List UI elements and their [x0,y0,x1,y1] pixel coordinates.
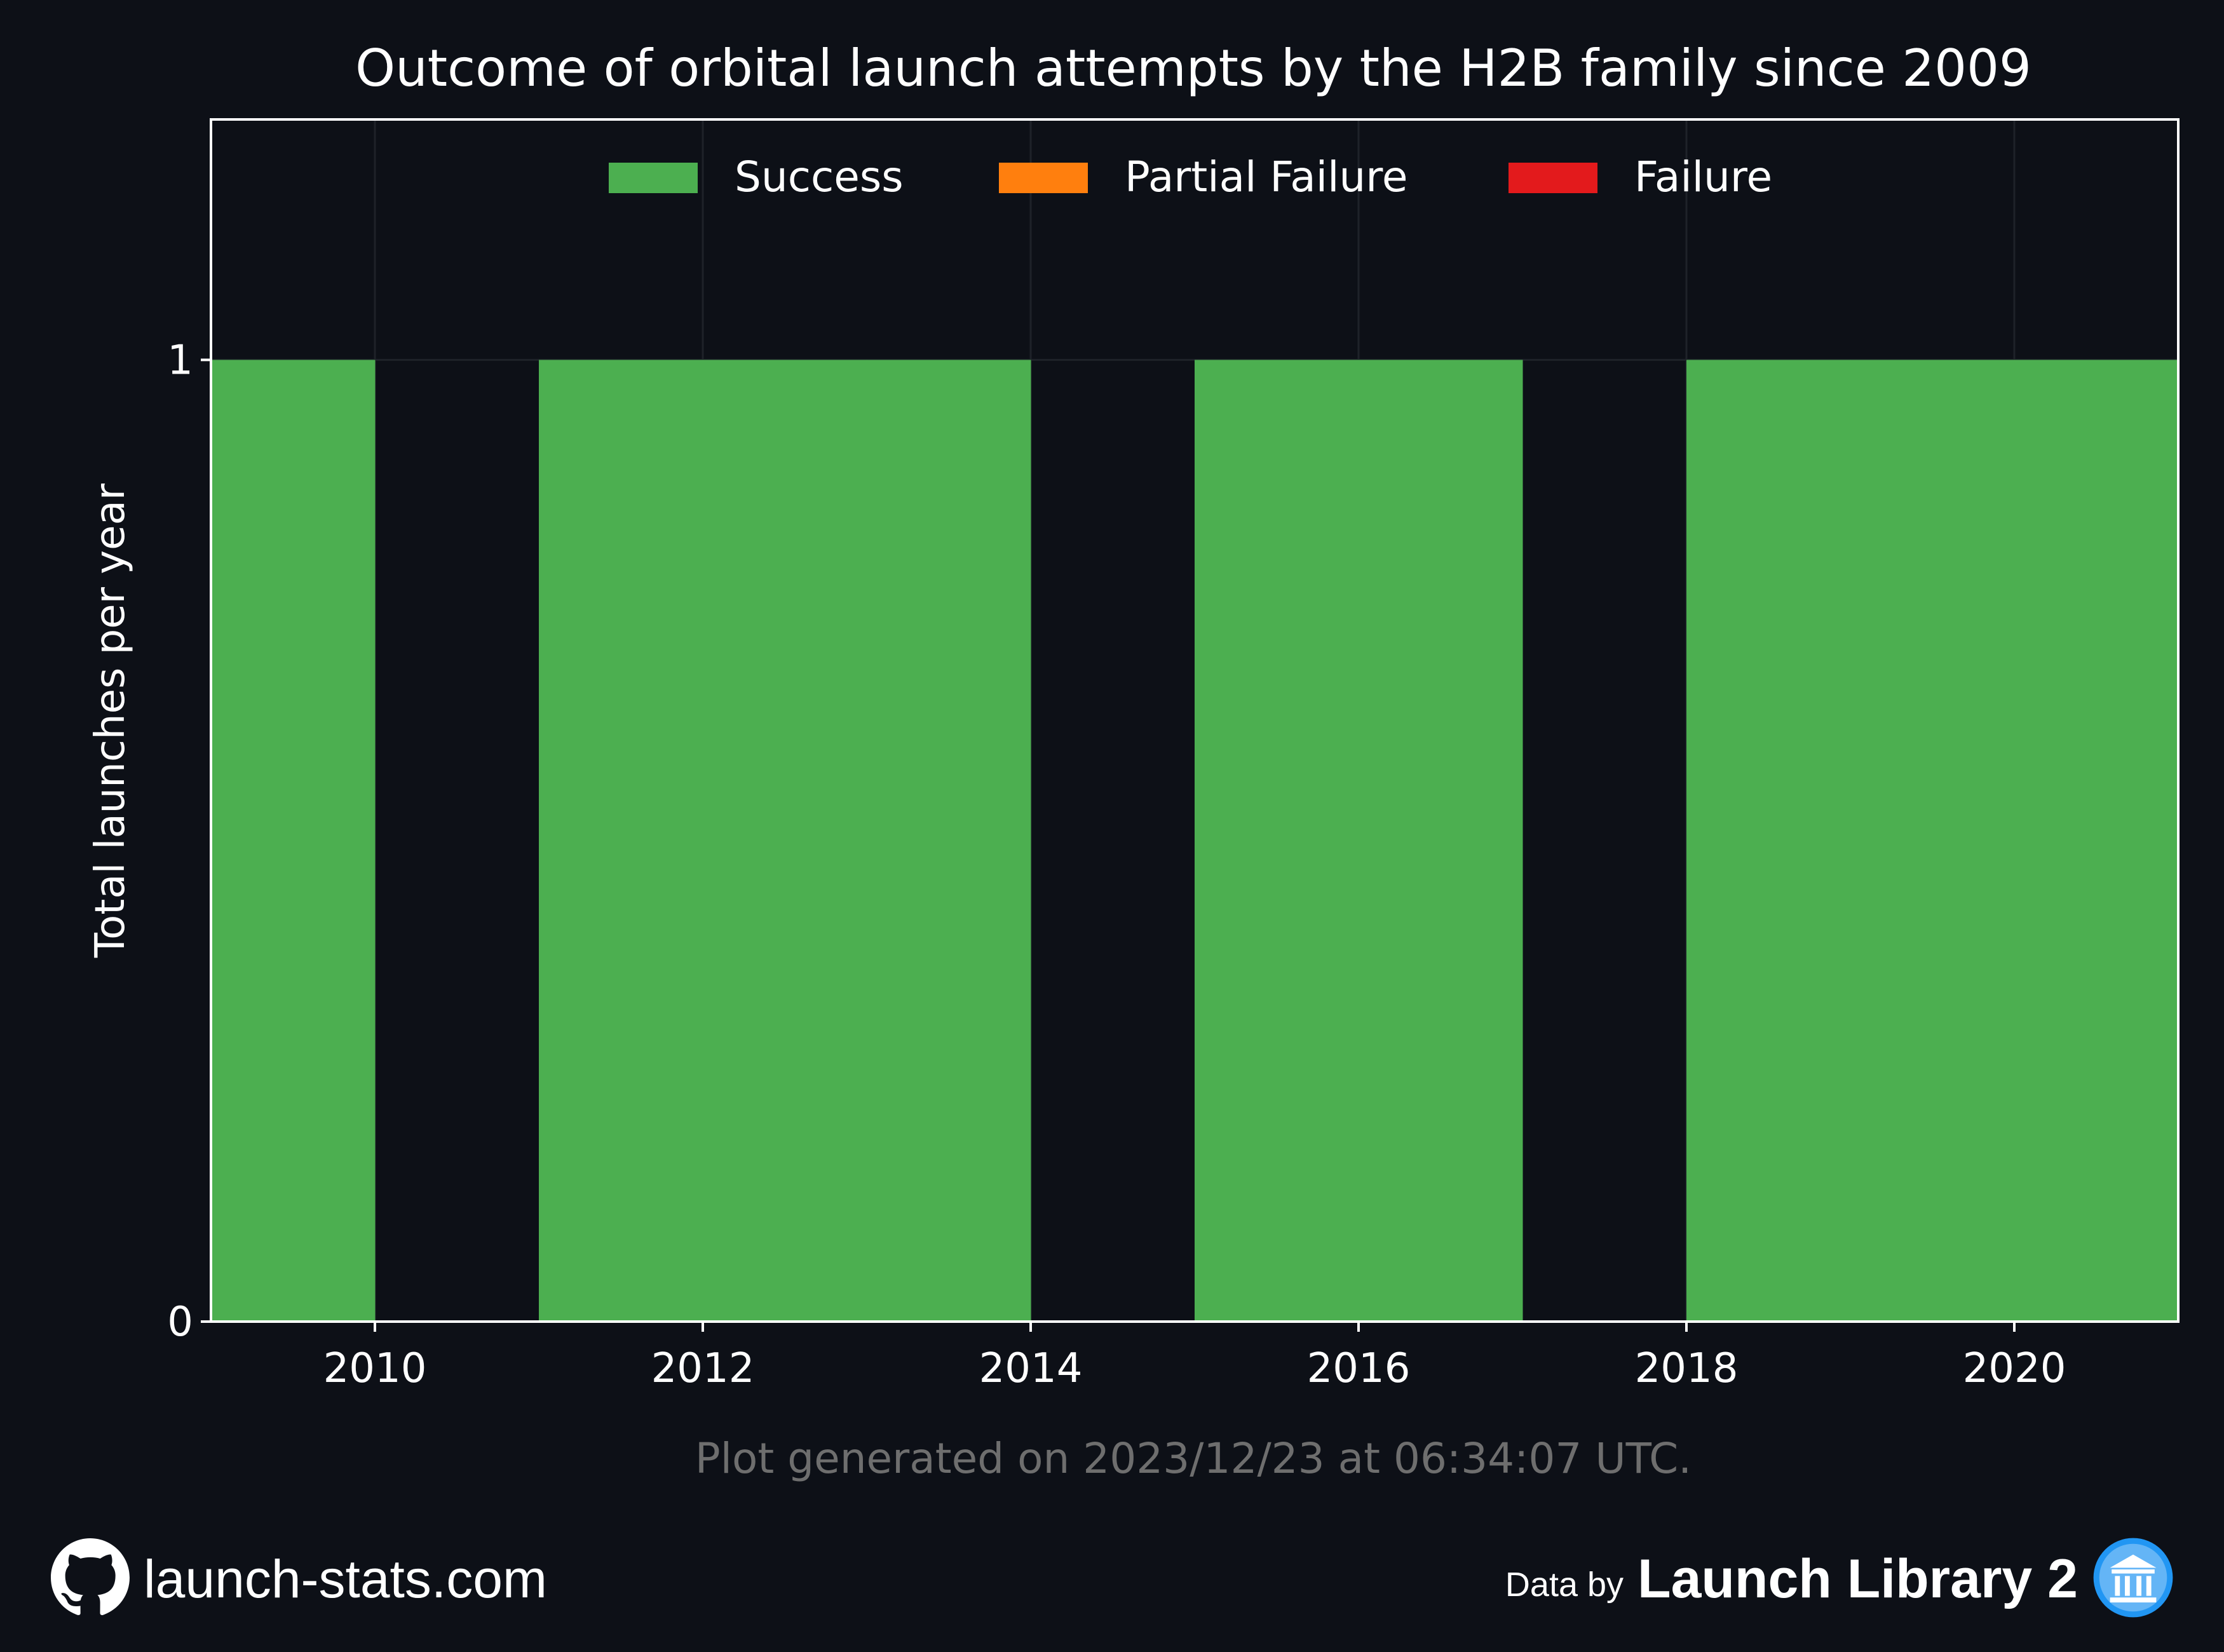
legend-swatch [999,163,1088,193]
bar-success [2014,360,2179,1322]
y-tick-label: 1 [167,337,193,384]
legend-swatch [1509,163,1597,193]
legend-label: Success [735,152,904,201]
bar-success [1359,360,1523,1322]
x-tick-label: 2012 [651,1345,755,1392]
site-name: launch-stats.com [144,1548,547,1609]
data-credit: Data by Launch Library 2 [1505,1538,2174,1620]
bar-success [1850,360,2015,1322]
x-tick-label: 2010 [323,1345,427,1392]
bar-success [211,360,376,1322]
github-icon [51,1538,130,1620]
y-axis-label: Total launches per year [87,483,134,958]
bar-success [1195,360,1359,1322]
x-tick-label: 2020 [1963,1345,2066,1392]
library-name: Launch Library 2 [1637,1548,2078,1609]
x-tick-label: 2016 [1307,1345,1411,1392]
data-by-label: Data by [1505,1566,1624,1604]
y-tick-label: 0 [167,1299,193,1346]
site-credit: launch-stats.com [51,1538,547,1620]
bar-success [867,360,1031,1322]
plot-frame [210,118,2180,1323]
legend-swatch [609,163,698,193]
bar-success [539,360,703,1322]
legend-label: Failure [1634,152,1772,201]
axes: 2010 2012 2014 2016 2018 2020 0 1 [167,337,2066,1392]
legend: Success Partial Failure Failure [609,152,1772,201]
chart-title: Outcome of orbital launch attempts by th… [355,39,2031,98]
launch-library-icon [2092,1536,2174,1622]
generated-note: Plot generated on 2023/12/23 at 06:34:07… [695,1434,1692,1483]
x-tick-label: 2018 [1635,1345,1739,1392]
x-tick-label: 2014 [979,1345,1083,1392]
bars [211,360,2179,1322]
legend-label: Partial Failure [1125,152,1408,201]
bar-success [703,360,867,1322]
bar-success [1686,360,1851,1322]
